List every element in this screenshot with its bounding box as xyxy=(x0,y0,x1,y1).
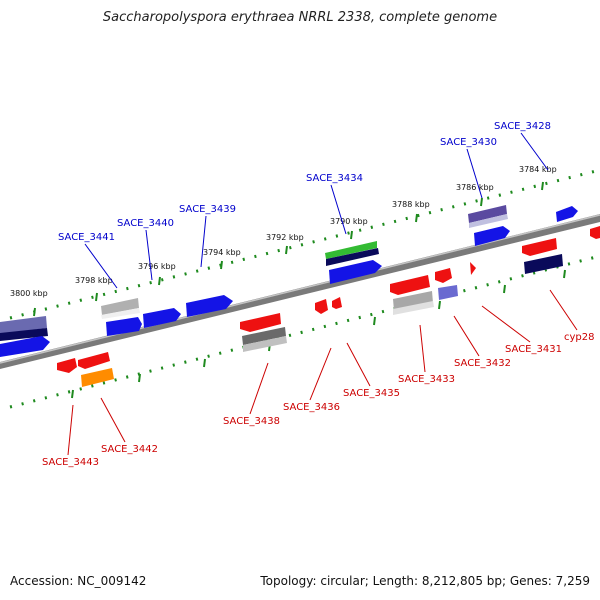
gene-block[interactable] xyxy=(240,313,281,332)
kbp-label: 3784 kbp xyxy=(519,165,557,174)
gene-block[interactable] xyxy=(468,205,507,223)
gene-block[interactable] xyxy=(325,241,377,259)
gene-label[interactable]: SACE_3439 xyxy=(179,204,236,215)
gene-labels-bottom: SACE_3443 SACE_3442 SACE_3438 SACE_3436 … xyxy=(42,332,595,468)
kbp-label: 3792 kbp xyxy=(266,233,304,242)
gene-block[interactable] xyxy=(186,295,233,317)
genome-summary-text: Topology: circular; Length: 8,212,805 bp… xyxy=(260,574,590,588)
gene-block[interactable] xyxy=(329,260,382,284)
gene-label[interactable]: SACE_3432 xyxy=(454,358,511,369)
gene-block[interactable] xyxy=(393,291,433,311)
gene-block[interactable] xyxy=(101,308,140,319)
kbp-label: 3794 kbp xyxy=(203,248,241,257)
gene-label[interactable]: SACE_3440 xyxy=(117,218,174,229)
kbp-label: 3790 kbp xyxy=(330,217,368,226)
major-ticks xyxy=(33,181,566,399)
gene-block[interactable] xyxy=(243,336,287,352)
gene-label[interactable]: SACE_3428 xyxy=(494,121,551,132)
gene-label[interactable]: SACE_3443 xyxy=(42,457,99,468)
gene-block[interactable] xyxy=(390,275,430,295)
gene-block[interactable] xyxy=(315,299,328,314)
gene-block[interactable] xyxy=(143,308,181,328)
gene-block[interactable] xyxy=(393,301,434,315)
gene-labels-top: SACE_3441 SACE_3440 SACE_3439 SACE_3434 … xyxy=(58,121,551,243)
gene-block[interactable] xyxy=(78,352,110,369)
gene-block[interactable] xyxy=(81,368,114,387)
gene-label[interactable]: cyp28 xyxy=(564,332,595,343)
gene-block[interactable] xyxy=(470,262,476,275)
kbp-label: 3788 kbp xyxy=(392,200,430,209)
gene-block[interactable] xyxy=(106,317,142,336)
gene-label[interactable]: SACE_3436 xyxy=(283,402,340,413)
leader-lines-top xyxy=(84,132,549,289)
gene-label[interactable]: SACE_3430 xyxy=(440,137,497,148)
gene-block[interactable] xyxy=(524,254,563,274)
gene-block[interactable] xyxy=(438,285,458,300)
gene-block[interactable] xyxy=(332,297,342,309)
lower-strand-genes xyxy=(57,226,600,387)
gene-block[interactable] xyxy=(101,298,139,315)
gene-block[interactable] xyxy=(57,358,77,373)
gene-label[interactable]: SACE_3438 xyxy=(223,416,280,427)
leader-lines-bottom xyxy=(67,289,578,456)
gene-block[interactable] xyxy=(0,336,50,357)
gene-label[interactable]: SACE_3441 xyxy=(58,232,115,243)
upper-strand-genes xyxy=(0,205,578,357)
kbp-label: 3796 kbp xyxy=(138,262,176,271)
gene-label[interactable]: SACE_3442 xyxy=(101,444,158,455)
gene-label[interactable]: SACE_3431 xyxy=(505,344,562,355)
accession-text: Accession: NC_009142 xyxy=(10,574,147,588)
gene-block[interactable] xyxy=(590,226,600,239)
gene-label[interactable]: SACE_3434 xyxy=(306,173,363,184)
gene-block[interactable] xyxy=(326,248,379,266)
gene-block[interactable] xyxy=(435,268,452,283)
gene-block[interactable] xyxy=(474,226,510,246)
gene-block[interactable] xyxy=(242,327,286,345)
gene-block[interactable] xyxy=(469,214,508,228)
genome-backbone xyxy=(0,214,600,369)
genome-title: Saccharopolyspora erythraea NRRL 2338, c… xyxy=(102,10,498,25)
gene-block[interactable] xyxy=(522,238,557,256)
gene-label[interactable]: SACE_3435 xyxy=(343,388,400,399)
kbp-labels: 3800 kbp 3798 kbp 3796 kbp 3794 kbp 3792… xyxy=(10,165,557,298)
kbp-label: 3786 kbp xyxy=(456,183,494,192)
gene-label[interactable]: SACE_3433 xyxy=(398,374,455,385)
kbp-label: 3800 kbp xyxy=(10,289,48,298)
kbp-label: 3798 kbp xyxy=(75,276,113,285)
upper-scale-track xyxy=(9,168,600,320)
gene-block[interactable] xyxy=(0,328,48,341)
gene-block[interactable] xyxy=(556,206,578,222)
